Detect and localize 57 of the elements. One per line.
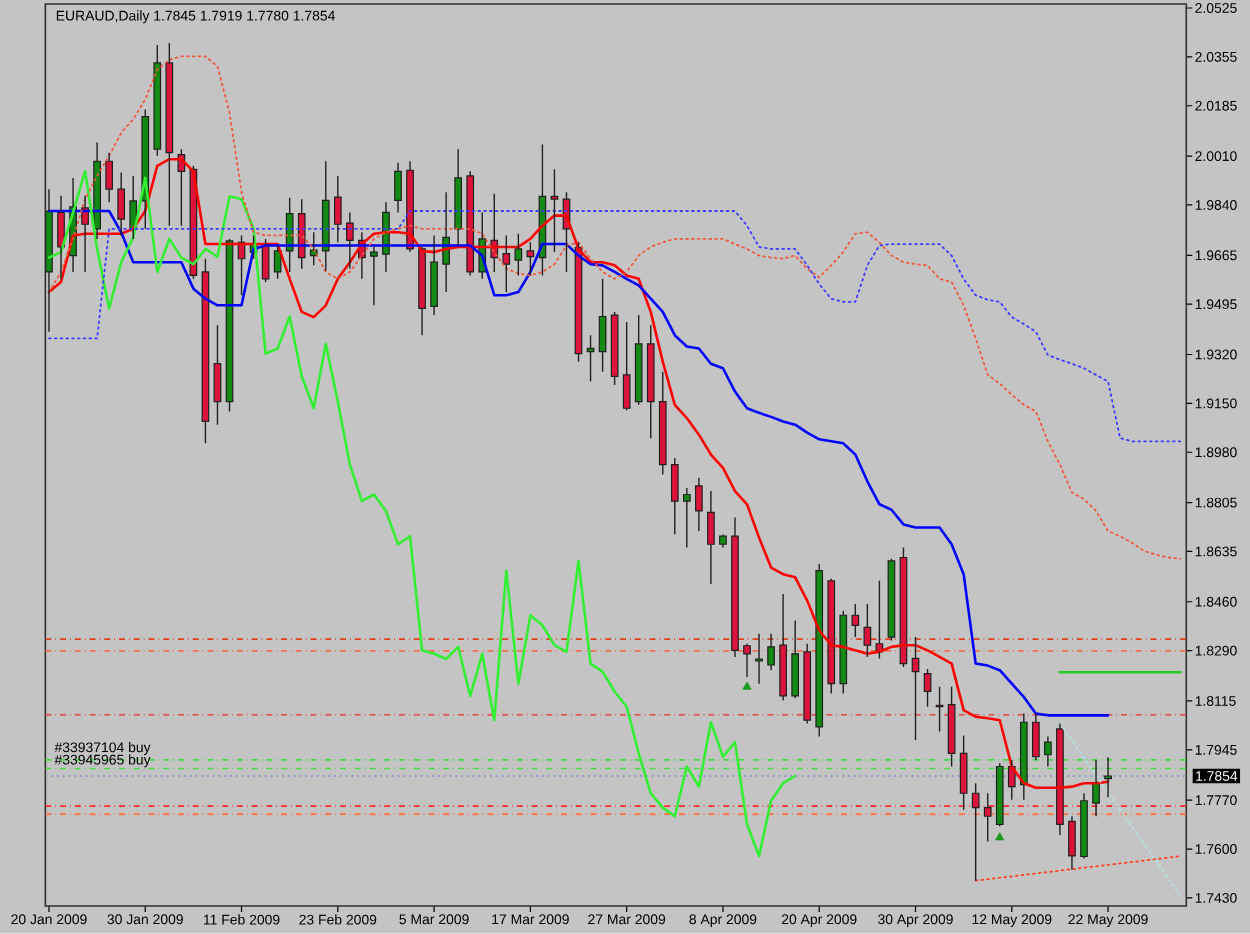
candlestick — [634, 314, 643, 406]
candlestick — [105, 151, 113, 204]
candlestick — [550, 168, 559, 253]
candlestick — [346, 211, 354, 270]
candlestick — [911, 636, 920, 741]
candlestick — [707, 490, 715, 585]
candlestick — [863, 603, 872, 658]
candlestick — [1056, 722, 1064, 836]
candlestick — [430, 234, 438, 316]
candlestick — [731, 516, 739, 658]
candlestick — [1104, 756, 1112, 799]
candlestick — [418, 246, 426, 336]
candlestick — [923, 668, 932, 708]
candlestick — [1007, 759, 1016, 801]
candlestick — [743, 643, 751, 678]
candlestick — [153, 44, 162, 157]
candlestick — [1080, 792, 1088, 860]
candlestick — [755, 633, 763, 685]
candlestick — [670, 457, 679, 535]
candlestick — [165, 42, 174, 227]
candlestick — [767, 633, 775, 671]
candlestick — [333, 175, 342, 244]
candlestick — [791, 619, 799, 700]
candlestick — [1092, 759, 1100, 818]
candlestick — [646, 324, 655, 439]
candlestick — [57, 195, 65, 280]
candlestick — [117, 171, 126, 237]
candlestick — [971, 782, 980, 882]
candlestick — [779, 593, 787, 702]
candlestick — [695, 477, 703, 532]
candlestick — [598, 278, 607, 373]
candlestick — [370, 246, 378, 307]
candlestick — [719, 533, 727, 549]
candlestick — [81, 195, 89, 273]
candlestick — [803, 643, 812, 725]
candlestick — [309, 231, 318, 267]
candlestick — [321, 160, 330, 272]
candlestick — [1032, 712, 1040, 761]
candlestick — [658, 371, 667, 476]
candlestick — [959, 734, 968, 811]
candlestick — [682, 487, 691, 549]
candlestick — [983, 792, 992, 843]
candlestick — [454, 148, 463, 247]
candlestick — [1068, 815, 1076, 871]
candlestick — [93, 141, 101, 240]
candlestick — [526, 241, 535, 277]
candlestick — [851, 603, 860, 638]
candlestick — [502, 234, 511, 293]
candlestick — [622, 321, 631, 412]
line-series — [47, 170, 797, 858]
candlestick — [1019, 712, 1028, 801]
candlestick — [213, 324, 222, 426]
candlestick — [45, 188, 53, 333]
candlestick — [394, 162, 402, 214]
candlestick — [1044, 735, 1052, 768]
candlestick — [514, 233, 523, 277]
candlestick — [947, 686, 956, 768]
